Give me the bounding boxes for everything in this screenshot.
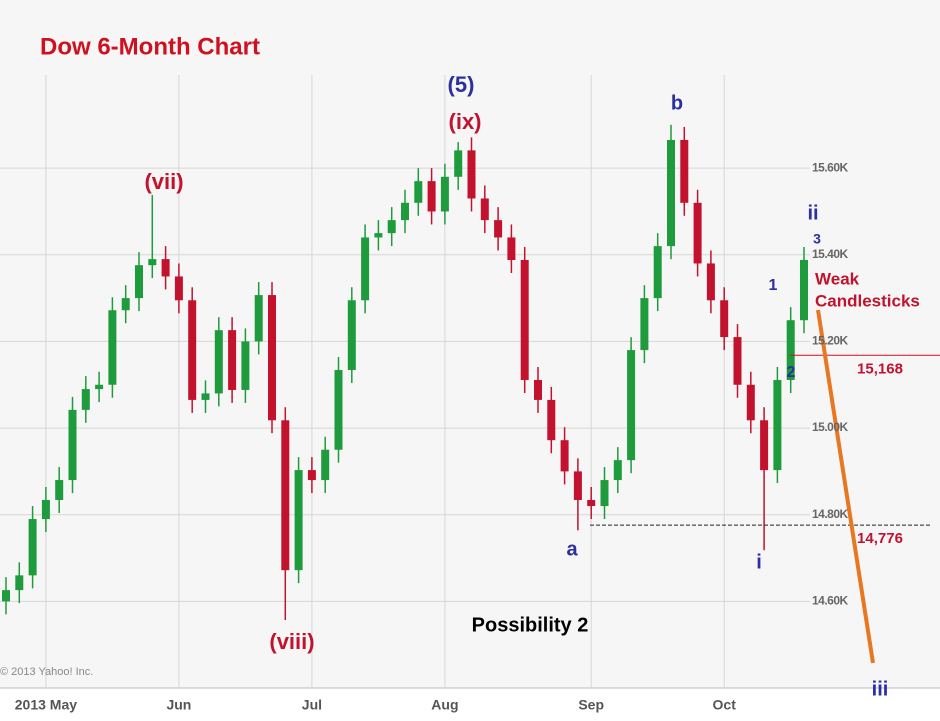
candle-body: [148, 259, 157, 266]
candle-body: [95, 384, 104, 390]
candle-body: [334, 370, 343, 450]
x-tick-label: Jun: [166, 697, 191, 713]
candle-body: [667, 139, 675, 247]
annotation: (ix): [449, 109, 482, 134]
candle-body: [2, 590, 10, 602]
candle-body: [773, 379, 782, 471]
candle-body: [41, 499, 50, 520]
candle-body: [640, 298, 649, 351]
annotation: 3: [813, 231, 821, 247]
x-tick-label: 2013 May: [15, 697, 77, 713]
candle-body: [241, 341, 250, 390]
level-label: 14,776: [857, 530, 903, 547]
candle-body: [228, 330, 237, 390]
annotation: (5): [448, 72, 475, 97]
chart-title: Dow 6-Month Chart: [40, 33, 260, 60]
candle-body: [15, 575, 24, 591]
annotation: b: [671, 92, 683, 114]
candle-body: [55, 480, 64, 500]
candle-body: [201, 393, 210, 400]
x-axis-band: [0, 688, 940, 721]
candle-body: [680, 139, 689, 203]
candle-body: [347, 300, 356, 371]
candle-body: [653, 246, 662, 299]
annotation: Possibility 2: [472, 614, 589, 636]
candle-body: [387, 220, 396, 234]
candle-body: [161, 259, 170, 277]
candle-body: [254, 295, 263, 342]
candle-body: [534, 379, 542, 400]
candle-body: [108, 310, 117, 385]
candle-body: [746, 384, 755, 421]
candle-body: [281, 420, 290, 571]
candle-body: [135, 265, 143, 299]
y-tick-label: 15.60K: [812, 160, 849, 174]
annotation: 1: [769, 277, 778, 294]
candle-body: [480, 198, 489, 221]
annotation: (vii): [144, 169, 183, 194]
candle-body: [427, 181, 436, 212]
x-tick-label: Jul: [302, 697, 322, 713]
annotation: (viii): [269, 629, 314, 654]
annotation: Candlesticks: [815, 291, 920, 310]
y-tick-label: 15.40K: [812, 247, 849, 261]
x-tick-label: Aug: [431, 697, 458, 713]
candle-body: [454, 150, 463, 177]
candle-body: [361, 237, 370, 301]
annotation: 2: [787, 364, 796, 381]
projection-arrow: [816, 309, 875, 664]
y-tick-label: 15.20K: [812, 334, 849, 348]
candle-body: [706, 263, 715, 301]
candle-body: [174, 276, 183, 301]
candle-body: [627, 350, 636, 461]
annotation: ii: [807, 202, 818, 224]
candle-body: [494, 220, 503, 238]
candle-body: [68, 409, 77, 481]
y-tick-label: 14.60K: [812, 594, 849, 608]
candle-body: [760, 420, 769, 471]
candle-body: [733, 337, 742, 385]
candle-body: [440, 176, 449, 212]
annotation: iii: [872, 678, 889, 700]
candle-body: [800, 259, 808, 321]
candle-body: [573, 471, 582, 500]
annotation: a: [566, 538, 578, 560]
annotation: © 2013 Yahoo! Inc.: [0, 666, 93, 678]
y-tick-label: 14.80K: [812, 507, 849, 521]
candle-body: [374, 233, 383, 238]
candle-body: [321, 449, 330, 481]
annotation: Weak: [815, 269, 860, 288]
candle-body: [268, 295, 276, 421]
y-tick-label: 15.00K: [812, 420, 849, 434]
annotation: i: [756, 551, 762, 573]
candle-body: [28, 519, 37, 576]
candle-body: [401, 202, 409, 221]
level-label: 15,168: [857, 360, 903, 377]
candle-body: [307, 470, 316, 481]
x-tick-label: Oct: [713, 697, 737, 713]
candle-body: [613, 460, 622, 481]
candle-body: [547, 399, 556, 441]
candle-body: [188, 300, 197, 400]
candle-body: [81, 389, 90, 410]
candle-body: [693, 202, 702, 264]
x-tick-label: Sep: [578, 697, 604, 713]
candle-body: [294, 470, 303, 571]
candle-body: [560, 440, 569, 472]
candle-body: [600, 480, 609, 507]
candle-body: [214, 330, 223, 394]
candle-body: [720, 300, 729, 338]
candle-body: [786, 320, 795, 380]
candle-body: [587, 499, 596, 507]
candle-body: [121, 298, 130, 311]
candle-body: [467, 150, 476, 199]
candle-body: [520, 259, 529, 380]
candle-body: [507, 237, 516, 260]
candle-body: [414, 181, 423, 203]
